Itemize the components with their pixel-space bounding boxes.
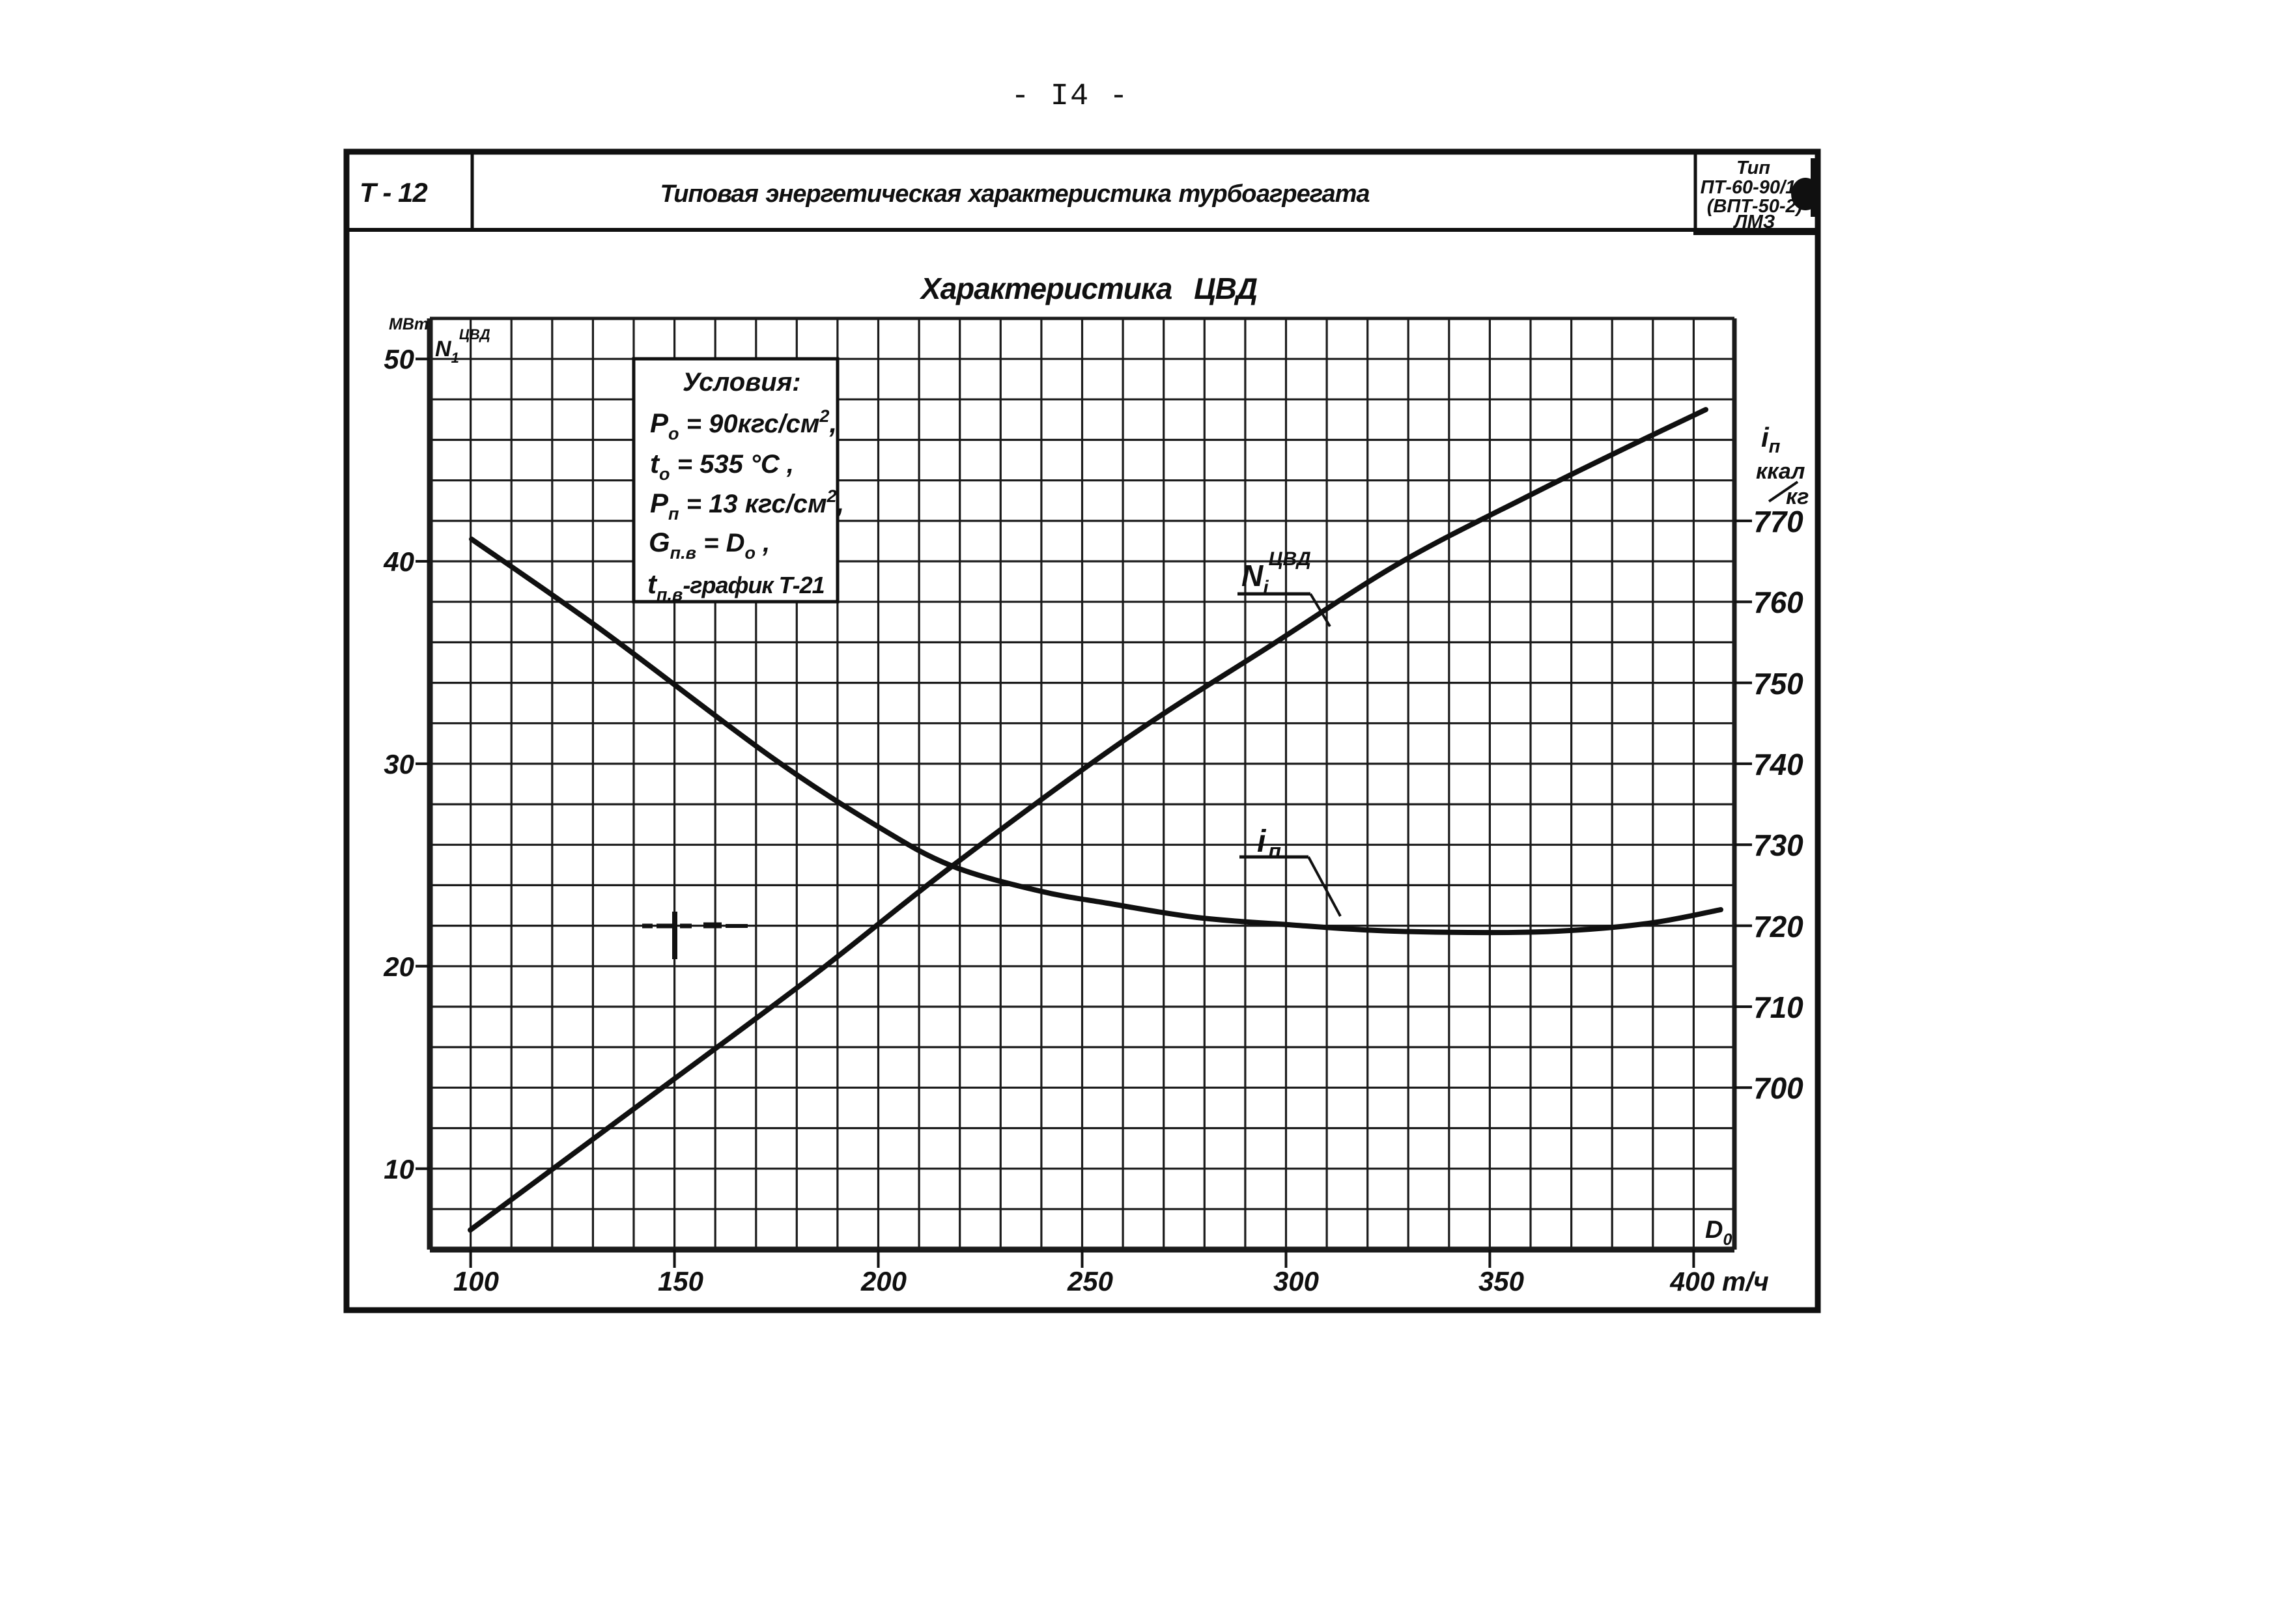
svg-text:760: 760 [1753, 585, 1803, 619]
svg-text:50: 50 [384, 344, 414, 374]
svg-text:Тип: Тип [1736, 158, 1770, 178]
svg-text:tо = 535 °С ,: tо = 535 °С , [650, 448, 794, 484]
svg-text:- I4 -: - I4 - [1011, 79, 1129, 114]
svg-text:740: 740 [1753, 748, 1803, 781]
svg-text:100: 100 [453, 1266, 499, 1296]
svg-text:150: 150 [658, 1266, 703, 1296]
svg-text:250: 250 [1067, 1266, 1113, 1296]
svg-text:750: 750 [1753, 667, 1803, 701]
svg-text:кг: кг [1786, 484, 1809, 509]
svg-text:Характеристика ЦВД: Характеристика ЦВД [919, 272, 1258, 305]
svg-text:Pо = 90кгс/см2,: Pо = 90кгс/см2, [650, 406, 837, 443]
svg-text:300: 300 [1273, 1266, 1319, 1296]
svg-text:ккал: ккал [1756, 459, 1805, 484]
svg-text:200: 200 [860, 1266, 907, 1296]
svg-text:10: 10 [384, 1154, 414, 1184]
svg-text:770: 770 [1753, 505, 1803, 539]
svg-text:700: 700 [1753, 1071, 1803, 1105]
svg-text:(ВПТ-50-2): (ВПТ-50-2) [1707, 196, 1803, 217]
svg-text:Условия:: Условия: [683, 368, 801, 397]
svg-text:20: 20 [383, 951, 414, 982]
svg-text:350: 350 [1478, 1266, 1524, 1296]
svg-text:Т - 12: Т - 12 [360, 177, 427, 208]
svg-text:ЛМЗ: ЛМЗ [1733, 212, 1775, 232]
svg-text:730: 730 [1753, 828, 1803, 862]
svg-text:Типовая энергетическая характе: Типовая энергетическая характеристика ту… [660, 180, 1370, 208]
svg-text:40: 40 [383, 546, 414, 577]
svg-text:710: 710 [1753, 990, 1803, 1024]
svg-text:D0: D0 [1705, 1216, 1732, 1249]
svg-text:МВт: МВт [389, 315, 429, 333]
svg-text:400 т/ч: 400 т/ч [1669, 1267, 1769, 1296]
svg-text:Pп = 13 кгс/см2,: Pп = 13 кгс/см2, [650, 486, 844, 524]
svg-text:tп.в-график Т-21: tп.в-график Т-21 [647, 568, 825, 604]
svg-text:720: 720 [1753, 910, 1803, 944]
svg-text:ПТ-60-90/13: ПТ-60-90/13 [1701, 177, 1807, 198]
svg-text:30: 30 [384, 749, 414, 779]
